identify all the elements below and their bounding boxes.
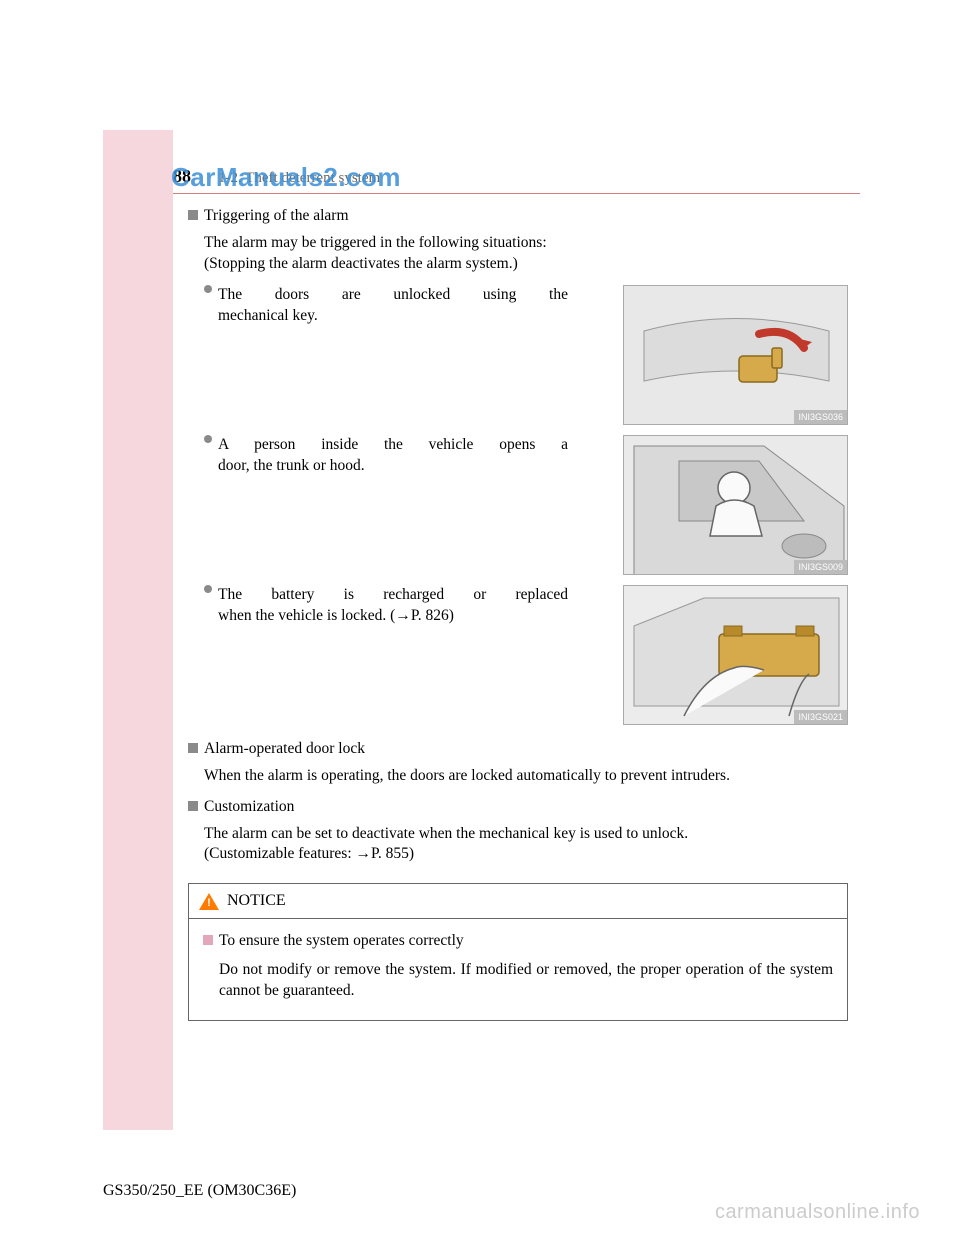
text-line: The doors are unlocked using the [218,285,568,306]
square-bullet-icon [188,801,198,811]
pink-square-icon [203,935,213,945]
illustration-door-handle: INI3GS036 [623,285,848,425]
notice-text: Do not modify or remove the system. If m… [219,960,833,1002]
footer-watermark: carmanualsonline.info [715,1201,920,1224]
triggering-intro: The alarm may be triggered in the follow… [204,233,848,275]
content-area: Triggering of the alarm The alarm may be… [188,206,848,1021]
alarm-lock-body: When the alarm is operating, the doors a… [204,766,848,787]
heading-text: Customization [204,798,294,815]
sidebar-accent [103,130,173,1130]
heading-text: Alarm-operated door lock [204,740,365,757]
battery-svg [624,586,848,725]
trigger-item-text: The battery is recharged or replaced whe… [218,585,568,627]
footer-code: GS350/250_EE (OM30C36E) [103,1182,296,1200]
trigger-item-text: The doors are unlocked using the mechani… [218,285,568,327]
square-bullet-icon [188,743,198,753]
image-label: INI3GS021 [794,710,847,724]
text-line: when the vehicle is locked. (→P. 826) [218,606,568,627]
page-number: 88 [173,166,191,187]
trigger-item-text: A person inside the vehicle opens a door… [218,435,568,477]
text-line: door, the trunk or hood. [218,456,568,477]
notice-subheading: To ensure the system operates correctly [203,931,833,952]
image-label: INI3GS036 [794,410,847,424]
circle-bullet-icon [204,585,212,593]
intro-line1: The alarm may be triggered in the follow… [204,234,547,251]
illustration-battery: INI3GS021 [623,585,848,725]
square-bullet-icon [188,210,198,220]
image-label: INI3GS009 [794,560,847,574]
door-handle-svg [624,286,848,425]
customization-body: The alarm can be set to deactivate when … [204,824,848,866]
text-line: The battery is recharged or replaced [218,585,568,606]
notice-header: NOTICE [189,884,847,919]
cust-line2: (Customizable features: →P. 855) [204,844,848,865]
text-line: mechanical key. [218,306,568,327]
notice-sub-text: To ensure the system operates correctly [219,932,464,949]
heading-alarm-lock: Alarm-operated door lock [188,739,848,760]
illustration-person-inside: INI3GS009 [623,435,848,575]
notice-box: NOTICE To ensure the system operates cor… [188,883,848,1020]
heading-triggering: Triggering of the alarm [188,206,848,227]
section-header: 1-2. Theft deterrent system [218,170,380,187]
circle-bullet-icon [204,285,212,293]
trigger-item: The battery is recharged or replaced whe… [204,585,848,725]
text-line: A person inside the vehicle opens a [218,435,568,456]
warning-triangle-icon [199,893,219,910]
cust-line1: The alarm can be set to deactivate when … [204,824,848,845]
heading-text: Triggering of the alarm [204,207,349,224]
circle-bullet-icon [204,435,212,443]
trigger-item: The doors are unlocked using the mechani… [204,285,848,425]
heading-customization: Customization [188,797,848,818]
notice-title: NOTICE [227,890,286,912]
intro-line2: (Stopping the alarm deactivates the alar… [204,255,518,272]
person-svg [624,436,848,575]
notice-body: To ensure the system operates correctly … [189,919,847,1020]
trigger-item: A person inside the vehicle opens a door… [204,435,848,575]
page-frame: 88 1-2. Theft deterrent system CarManual… [103,130,860,1130]
